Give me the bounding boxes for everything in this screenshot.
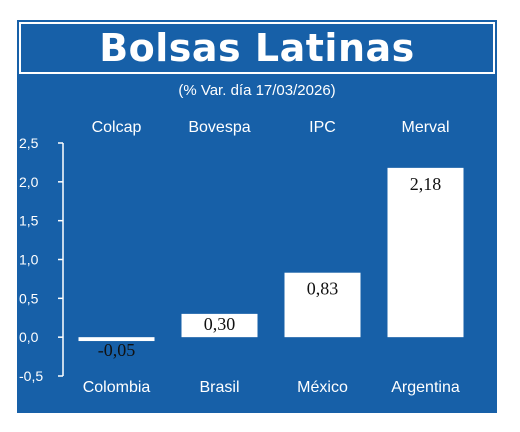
bar-value-label: 2,18: [410, 174, 442, 194]
category-label: México: [297, 379, 348, 396]
y-tick-label: 2,0: [19, 174, 39, 190]
category-label: Colombia: [83, 379, 151, 396]
index-label: Bovespa: [188, 119, 250, 136]
category-label: Argentina: [391, 379, 460, 396]
index-label: Merval: [401, 119, 449, 136]
y-tick-label: -0,5: [19, 368, 43, 384]
bar-value-label: 0,83: [307, 279, 339, 299]
y-tick-label: 1,0: [19, 252, 39, 268]
bar-chart: 2,5 2,0 1,5 1,0 0,5 0,0 -0,5 -0,05 Colcap Colomb…: [17, 20, 497, 413]
bar-value-label: -0,05: [98, 340, 136, 360]
chart-bars: [79, 168, 464, 341]
index-label: Colcap: [92, 119, 142, 136]
category-label: Brasil: [199, 379, 239, 396]
y-tick-label: 1,5: [19, 213, 39, 229]
y-tick-label: 0,0: [19, 329, 39, 345]
chart-panel: Bolsas Latinas (% Var. día 17/03/2026) 2…: [17, 20, 497, 413]
chart-axes: 2,5 2,0 1,5 1,0 0,5 0,0 -0,5: [19, 135, 63, 384]
bar-value-label: 0,30: [204, 314, 236, 334]
y-tick-label: 0,5: [19, 290, 39, 306]
y-tick-label: 2,5: [19, 135, 39, 151]
index-label: IPC: [309, 119, 336, 136]
